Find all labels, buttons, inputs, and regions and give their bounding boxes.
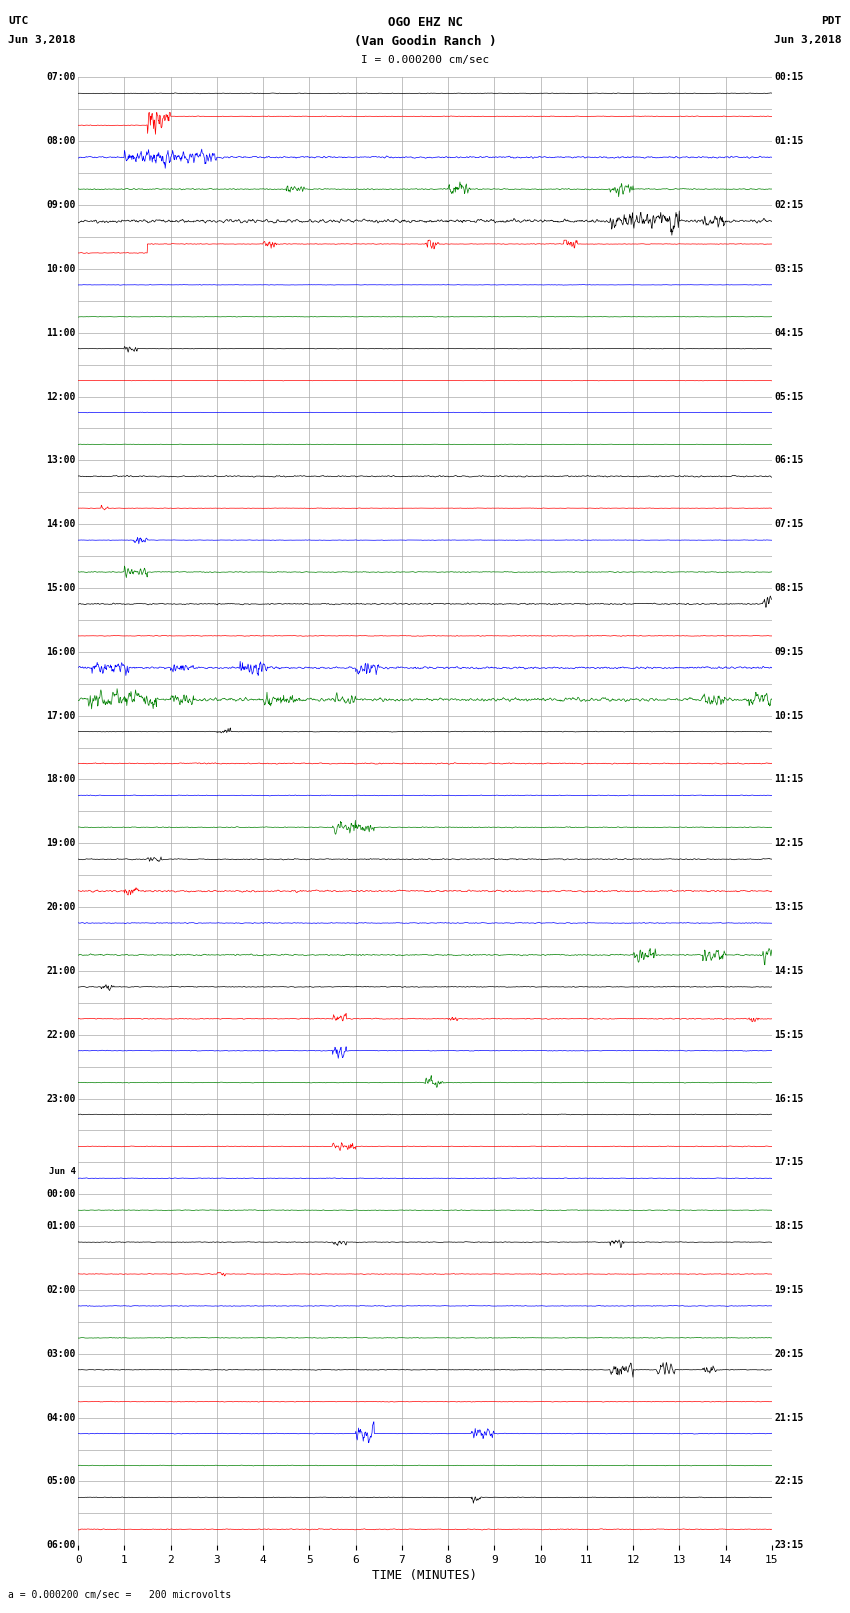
Text: 18:00: 18:00: [46, 774, 76, 784]
Text: 00:15: 00:15: [774, 73, 804, 82]
Text: OGO EHZ NC: OGO EHZ NC: [388, 16, 462, 29]
Text: 15:00: 15:00: [46, 582, 76, 594]
Text: 01:00: 01:00: [46, 1221, 76, 1231]
Text: 05:15: 05:15: [774, 392, 804, 402]
Text: 11:00: 11:00: [46, 327, 76, 337]
Text: 10:00: 10:00: [46, 265, 76, 274]
Text: 21:00: 21:00: [46, 966, 76, 976]
Text: 17:00: 17:00: [46, 711, 76, 721]
Text: 07:00: 07:00: [46, 73, 76, 82]
Text: 17:15: 17:15: [774, 1158, 804, 1168]
Text: Jun 4: Jun 4: [48, 1168, 76, 1176]
Text: a = 0.000200 cm/sec =   200 microvolts: a = 0.000200 cm/sec = 200 microvolts: [8, 1590, 232, 1600]
Text: 16:15: 16:15: [774, 1094, 804, 1103]
Text: UTC: UTC: [8, 16, 29, 26]
Text: 19:00: 19:00: [46, 839, 76, 848]
Text: 20:00: 20:00: [46, 902, 76, 911]
Text: 13:15: 13:15: [774, 902, 804, 911]
Text: 08:00: 08:00: [46, 135, 76, 147]
Text: 03:15: 03:15: [774, 265, 804, 274]
Text: 19:15: 19:15: [774, 1286, 804, 1295]
Text: I = 0.000200 cm/sec: I = 0.000200 cm/sec: [361, 55, 489, 65]
Text: 22:00: 22:00: [46, 1029, 76, 1040]
Text: 23:15: 23:15: [774, 1540, 804, 1550]
Text: 05:00: 05:00: [46, 1476, 76, 1487]
X-axis label: TIME (MINUTES): TIME (MINUTES): [372, 1569, 478, 1582]
Text: 13:00: 13:00: [46, 455, 76, 465]
Text: 20:15: 20:15: [774, 1348, 804, 1358]
Text: 07:15: 07:15: [774, 519, 804, 529]
Text: 08:15: 08:15: [774, 582, 804, 594]
Text: 22:15: 22:15: [774, 1476, 804, 1487]
Text: 12:15: 12:15: [774, 839, 804, 848]
Text: 14:15: 14:15: [774, 966, 804, 976]
Text: 06:15: 06:15: [774, 455, 804, 465]
Text: 14:00: 14:00: [46, 519, 76, 529]
Text: 09:00: 09:00: [46, 200, 76, 210]
Text: 04:15: 04:15: [774, 327, 804, 337]
Text: 09:15: 09:15: [774, 647, 804, 656]
Text: 06:00: 06:00: [46, 1540, 76, 1550]
Text: 15:15: 15:15: [774, 1029, 804, 1040]
Text: 02:00: 02:00: [46, 1286, 76, 1295]
Text: PDT: PDT: [821, 16, 842, 26]
Text: Jun 3,2018: Jun 3,2018: [774, 35, 842, 45]
Text: 02:15: 02:15: [774, 200, 804, 210]
Text: 18:15: 18:15: [774, 1221, 804, 1231]
Text: 04:00: 04:00: [46, 1413, 76, 1423]
Text: Jun 3,2018: Jun 3,2018: [8, 35, 76, 45]
Text: 12:00: 12:00: [46, 392, 76, 402]
Text: 10:15: 10:15: [774, 711, 804, 721]
Text: 01:15: 01:15: [774, 135, 804, 147]
Text: 11:15: 11:15: [774, 774, 804, 784]
Text: 16:00: 16:00: [46, 647, 76, 656]
Text: 23:00: 23:00: [46, 1094, 76, 1103]
Text: 03:00: 03:00: [46, 1348, 76, 1358]
Text: 00:00: 00:00: [46, 1189, 76, 1198]
Text: (Van Goodin Ranch ): (Van Goodin Ranch ): [354, 35, 496, 48]
Text: 21:15: 21:15: [774, 1413, 804, 1423]
